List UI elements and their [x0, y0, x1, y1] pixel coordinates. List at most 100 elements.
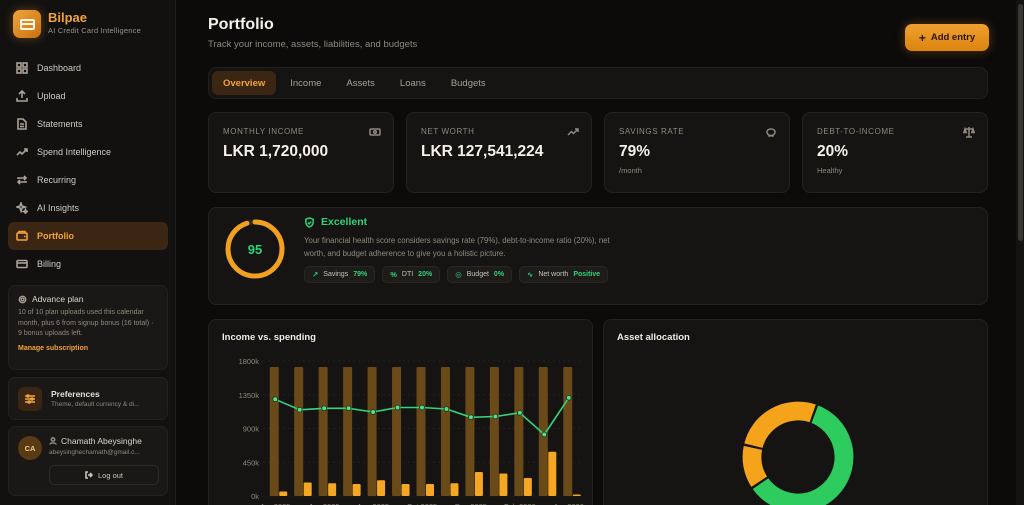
- health-title: Excellent: [321, 216, 368, 228]
- x-tick-label: Jun 2025: [309, 502, 340, 505]
- trend-icon: [16, 148, 28, 156]
- x-tick-label: Aug 2025: [357, 502, 389, 505]
- plan-card: Advance plan 10 of 10 plan uploads used …: [8, 285, 168, 370]
- donut-slice: [751, 403, 855, 505]
- sidebar-item-dashboard[interactable]: Dashboard: [8, 54, 168, 82]
- tab-bar: Overview Income Assets Loans Budgets: [208, 67, 988, 99]
- spending-bar: [548, 451, 557, 496]
- savings-point: [468, 414, 474, 421]
- savings-point: [492, 413, 499, 420]
- y-tick-label: 0k: [251, 492, 259, 501]
- sidebar-item-label: Upload: [37, 91, 66, 101]
- sidebar-item-label: AI Insights: [37, 203, 80, 213]
- sidebar-item-recurring[interactable]: Recurring: [8, 166, 168, 194]
- y-tick-label: 1350k: [239, 391, 260, 400]
- add-entry-label: Add entry: [930, 32, 976, 43]
- income-bar: [367, 367, 377, 496]
- savings-point: [419, 404, 425, 411]
- sidebar-item-billing[interactable]: Billing: [8, 250, 168, 278]
- user-email: abeysinghechamath@gmail.c...: [49, 449, 140, 456]
- scale-icon: [963, 126, 975, 138]
- grid-icon: [16, 62, 28, 74]
- income-bar: [514, 367, 524, 496]
- spending-bar: [523, 478, 532, 496]
- avatar: CA: [18, 436, 42, 460]
- brand[interactable]: Bilpae AI Credit Card Intelligence: [13, 10, 141, 38]
- logout-button[interactable]: Log out: [49, 465, 159, 485]
- tab-loans[interactable]: Loans: [399, 77, 426, 89]
- pill-label: Savings: [323, 271, 349, 278]
- document-icon: [17, 118, 27, 130]
- sidebar-item-portfolio[interactable]: Portfolio: [8, 222, 168, 250]
- upload-icon: [16, 90, 28, 102]
- sidebar: Bilpae AI Credit Card Intelligence Dashb…: [0, 0, 176, 505]
- tab-income[interactable]: Income: [290, 77, 322, 89]
- scrollbar[interactable]: [1016, 0, 1024, 505]
- savings-point: [394, 404, 401, 411]
- preferences-card[interactable]: Preferences Theme, default currency & di…: [8, 377, 168, 420]
- card-icon: [16, 259, 28, 269]
- piggy-bank-icon: [766, 128, 776, 137]
- page-title: Portfolio: [208, 16, 274, 33]
- stat-value: LKR 1,720,000: [223, 143, 329, 160]
- tab-overview[interactable]: Overview: [212, 71, 277, 95]
- banknote-icon: [369, 128, 381, 136]
- plan-description: 10 of 10 plan uploads used this calendar…: [18, 309, 154, 337]
- income-vs-spending-card: 0k 450k 900k 1350k 1800k Apr 2025 Jun 2025 Aug …: [208, 319, 593, 505]
- donut-slice: [742, 400, 818, 450]
- income-bar: [269, 367, 279, 496]
- health-score-card: 95 Excellent Your financial health score…: [208, 207, 988, 305]
- sidebar-item-upload[interactable]: Upload: [8, 82, 168, 110]
- tab-budgets[interactable]: Budgets: [450, 77, 486, 89]
- chart-title: Income vs. spending: [222, 332, 316, 343]
- pill-label: Net worth: [538, 271, 569, 278]
- gear-icon: [18, 295, 27, 303]
- donut-slice: [741, 444, 769, 489]
- sidebar-item-ai-insights[interactable]: AI Insights: [8, 194, 168, 222]
- add-entry-button[interactable]: + Add entry: [905, 24, 989, 51]
- y-tick-label: 1800k: [239, 357, 260, 366]
- logout-label: Log out: [97, 470, 124, 480]
- income-bar: [538, 367, 548, 496]
- target-icon: ◎: [455, 270, 462, 279]
- y-tick-label: 900k: [243, 425, 260, 434]
- tab-assets[interactable]: Assets: [346, 77, 375, 89]
- sidebar-item-statements[interactable]: Statements: [8, 110, 168, 138]
- stat-card-net-worth: NET WORTH LKR 127,541,224: [406, 112, 592, 193]
- stat-card-savings-rate: SAVINGS RATE 79% /month: [604, 112, 790, 193]
- income-bar: [465, 367, 475, 496]
- pill-net-worth: ∿ Net worth Positive: [519, 266, 609, 283]
- pill-value: 0%: [493, 271, 505, 278]
- trending-up-icon: [567, 128, 579, 136]
- income-bar: [416, 367, 426, 496]
- wallet-icon: [16, 230, 28, 241]
- asset-allocation-card: Asset allocation: [603, 319, 988, 505]
- plan-title: Advance plan: [32, 294, 84, 304]
- chart-title: Asset allocation: [617, 332, 690, 343]
- pill-value: 79%: [353, 271, 368, 278]
- income-bar: [563, 367, 573, 496]
- repeat-icon: [16, 175, 28, 185]
- x-tick-label: Oct 2025: [407, 502, 437, 505]
- health-gauge-arc: [225, 219, 285, 279]
- health-description: Your financial health score considers sa…: [304, 236, 610, 258]
- sparkle-icon: [16, 202, 28, 214]
- savings-point: [296, 406, 303, 413]
- stat-note: Healthy: [817, 166, 843, 175]
- income-bar: [294, 367, 304, 496]
- health-pills: ↗ Savings 79% % DTI 20% ◎ Budget 0% ∿ Net worth…: [304, 266, 615, 283]
- preferences-subtitle: Theme, default currency & di...: [51, 401, 140, 408]
- pill-label: Budget: [466, 271, 489, 278]
- sidebar-item-label: Statements: [37, 119, 83, 129]
- scrollbar-thumb[interactable]: [1018, 4, 1023, 241]
- manage-subscription-link[interactable]: Manage subscription: [18, 344, 89, 352]
- income-bar: [440, 367, 450, 496]
- x-tick-label: Dec 2025: [455, 502, 487, 505]
- stat-value: LKR 127,541,224: [421, 143, 544, 160]
- page-subtitle: Track your income, assets, liabilities, …: [208, 39, 418, 50]
- sidebar-item-label: Billing: [37, 259, 62, 269]
- spending-bar: [572, 494, 581, 496]
- spending-bar: [377, 480, 386, 496]
- stat-card-monthly-income: MONTHLY INCOME LKR 1,720,000: [208, 112, 394, 193]
- sidebar-item-spend-intelligence[interactable]: Spend Intelligence: [8, 138, 168, 166]
